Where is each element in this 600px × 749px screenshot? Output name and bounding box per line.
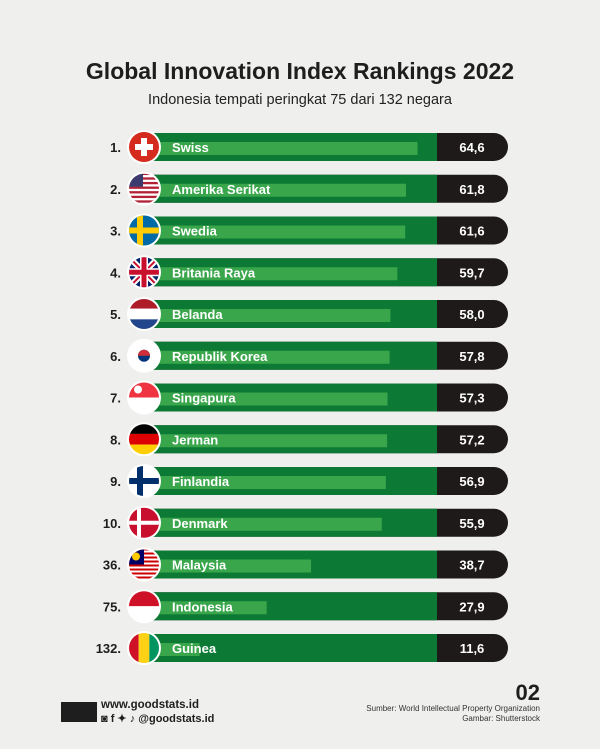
image-credit: Gambar: Shutterstock: [462, 714, 540, 723]
value-label: 57,8: [459, 349, 484, 364]
netherlands-flag-icon: [127, 297, 161, 331]
bar-row: 3. Swedia 61,6: [110, 213, 509, 248]
goodstats-logo: [61, 702, 97, 722]
value-label: 64,6: [459, 140, 484, 155]
rank-label: 5.: [110, 307, 121, 322]
bar-row: 4. Britania Raya 59,7: [110, 255, 509, 290]
source-block: Sumber: World Intellectual Property Orga…: [366, 704, 540, 724]
indonesia-flag-icon: [127, 589, 161, 624]
singapore-flag-icon: [127, 380, 161, 415]
rank-label: 6.: [110, 349, 121, 364]
value-label: 59,7: [459, 265, 484, 280]
value-bar: [158, 183, 406, 197]
bar-row: 36. Malaysia 38,7: [103, 547, 509, 582]
value-bar: [158, 476, 386, 489]
social-handle: ◙ f ✦ ♪ @goodstats.id: [101, 712, 214, 725]
country-label: Belanda: [172, 307, 223, 322]
sweden-flag-icon: [127, 213, 161, 248]
value-bar: [158, 601, 267, 615]
rank-label: 10.: [103, 516, 121, 531]
country-label: Guinea: [172, 641, 217, 656]
rank-label: 1.: [110, 140, 121, 155]
bar-row: 2. Amerika Serikat 61,8: [110, 171, 509, 206]
value-label: 61,6: [459, 224, 484, 239]
finland-flag-icon: [127, 464, 161, 498]
value-label: 55,9: [459, 516, 484, 531]
bar-row: 6. Republik Korea 57,8: [110, 338, 509, 373]
malaysia-flag-icon: [127, 547, 161, 582]
country-label: Britania Raya: [172, 265, 256, 280]
source-text: Sumber: World Intellectual Property Orga…: [366, 704, 540, 713]
value-label: 58,0: [459, 307, 484, 322]
value-bar: [158, 309, 391, 322]
country-label: Swedia: [172, 224, 218, 239]
value-label: 57,3: [459, 391, 484, 406]
value-bar: [158, 643, 200, 656]
value-label: 56,9: [459, 474, 484, 489]
switzerland-flag-icon: [127, 130, 161, 164]
uk-flag-icon: [127, 255, 161, 290]
bar-row: 9. Finlandia 56,9: [110, 464, 508, 498]
page-number: 02: [515, 680, 540, 705]
usa-flag-icon: [127, 171, 161, 206]
rank-label: 36.: [103, 558, 121, 573]
country-label: Indonesia: [172, 599, 233, 614]
rank-label: 75.: [103, 599, 121, 614]
country-label: Jerman: [172, 432, 218, 447]
value-label: 27,9: [459, 599, 484, 614]
country-label: Swiss: [172, 140, 209, 155]
rank-label: 132.: [96, 641, 121, 656]
value-label: 57,2: [459, 432, 484, 447]
value-bar: [158, 225, 406, 239]
bar-row: 5. Belanda 58,0: [110, 297, 508, 331]
value-bar: [158, 350, 390, 364]
bar-row: 10. Denmark 55,9: [103, 505, 509, 540]
rank-label: 4.: [110, 265, 121, 280]
bar-row: 132. Guinea 11,6: [96, 631, 508, 665]
bar-row: 8. Jerman 57,2: [110, 422, 508, 457]
value-bar: [158, 392, 388, 406]
rank-label: 2.: [110, 182, 121, 197]
website-text: www.goodstats.id: [101, 699, 199, 711]
value-label: 61,8: [459, 182, 484, 197]
bar-row: 75. Indonesia 27,9: [103, 589, 509, 624]
social-icons: ◙ f ✦ ♪: [101, 713, 139, 725]
value-label: 11,6: [460, 641, 485, 656]
country-label: Republik Korea: [172, 349, 268, 364]
social-handle-text: @goodstats.id: [138, 713, 215, 725]
rank-label: 9.: [110, 474, 121, 489]
value-bar: [158, 517, 382, 531]
bar-row: 1. Swiss 64,6: [110, 130, 508, 164]
rank-label: 3.: [110, 224, 121, 239]
value-bar: [158, 434, 388, 448]
value-bar: [158, 559, 312, 573]
value-label: 38,7: [459, 558, 484, 573]
value-bar: [158, 267, 398, 281]
page-title: Global Innovation Index Rankings 2022: [85, 58, 515, 84]
denmark-flag-icon: [127, 505, 161, 540]
bar-row: 7. Singapura 57,3: [110, 380, 509, 415]
country-label: Amerika Serikat: [172, 182, 271, 197]
country-label: Malaysia: [172, 558, 227, 573]
value-bar: [158, 142, 418, 155]
page-subtitle: Indonesia tempati peringkat 75 dari 132 …: [148, 92, 452, 108]
germany-flag-icon: [127, 422, 161, 457]
rank-label: 7.: [110, 391, 121, 406]
guinea-flag-icon: [127, 631, 161, 665]
south-korea-flag-icon: [127, 338, 161, 373]
country-label: Denmark: [172, 516, 228, 531]
country-label: Finlandia: [172, 474, 230, 489]
country-label: Singapura: [172, 391, 236, 406]
rank-label: 8.: [110, 432, 121, 447]
